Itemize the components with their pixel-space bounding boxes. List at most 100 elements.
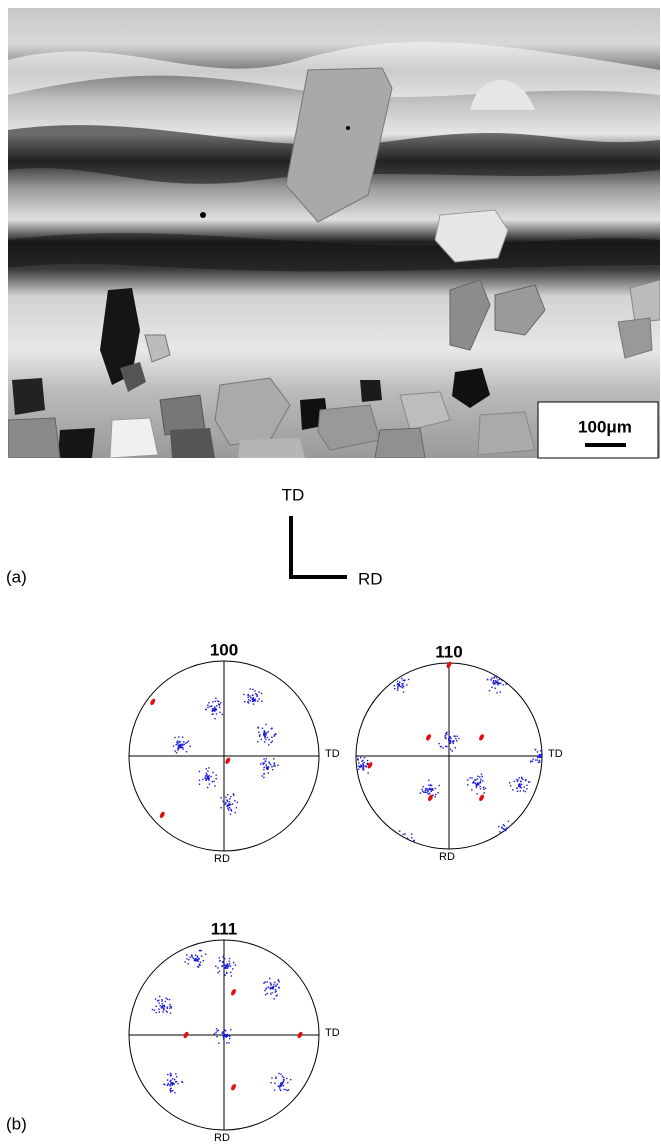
pole-dot-red [478,794,485,802]
pole-dot [477,778,478,779]
pole-dot [216,713,217,714]
pole-dot [191,956,192,957]
pole-dot [264,990,265,991]
pole-dot [219,712,220,713]
pole-dot [214,718,215,719]
pole-dot [537,759,538,760]
pole-dot [519,785,520,786]
pole-dot [506,827,507,828]
pole-dot [186,958,187,959]
pole-dot [450,736,451,737]
pole-dot [193,957,194,958]
pole-dot [229,1036,230,1037]
pole-dot [445,738,446,739]
pole-dot [248,699,249,700]
pole-dot [219,960,220,961]
pole-dot [509,782,510,783]
pole-dot [225,802,226,803]
pole-dot [212,713,213,714]
pole-dot-red [425,733,432,741]
pole-dot [263,734,264,735]
pole-dot [248,702,249,703]
pole-dot [194,959,195,960]
pole-dot [163,1009,164,1010]
pole-dot [268,762,269,763]
pole-dot [248,695,249,696]
pole-dot [169,1004,170,1005]
pole-dot [215,698,216,699]
pole-dot [452,750,453,751]
axis-td: TD [282,485,305,504]
pole-dot [523,790,524,791]
pole-dot [226,972,227,973]
pole-dot [229,963,230,964]
pole-dot [233,793,234,794]
pole-dot [189,746,190,747]
pole-dot [182,748,183,749]
pole-dot [501,680,502,681]
pole-dot [224,1035,225,1036]
pole-dot [424,791,425,792]
pole-dot [226,799,227,800]
pole-dot [243,694,244,695]
pole-dot [456,740,457,741]
pole-dot [199,950,200,951]
pole-dot [260,763,261,764]
pole-dot [177,742,178,743]
pole-dot [277,764,278,765]
pole-dot [535,759,536,760]
pole-dot [283,1089,284,1090]
pole-dot [163,1084,164,1085]
pole-dot [263,777,264,778]
pole-dot [230,814,231,815]
pole-dot [212,701,213,702]
pole-dot [361,765,362,766]
pole-dot [540,750,541,751]
pole-dot [187,742,188,743]
pole-dot [230,1029,231,1030]
pole-dot [205,709,206,710]
pole-dot [475,783,476,784]
pole-dot [508,821,509,822]
figure: 100μm TD RD (a) (b) 100TDRD110TDRD111TDR… [0,0,661,1145]
pole-dot [162,1011,163,1012]
pole-dot [224,968,225,969]
pole-dot [208,779,209,780]
pole-dot [222,714,223,715]
pole-dot [206,773,207,774]
pole-dot [191,955,192,956]
pole-dot [205,778,206,779]
pole-dot [185,743,186,744]
pole-dot [497,684,498,685]
pole-dot [227,967,228,968]
pole-dot [278,1086,279,1087]
pole-dot [181,746,182,747]
pole-dot [270,764,271,765]
pole-dot [510,785,511,786]
pole-dot [532,761,533,762]
pole-dot [231,975,232,976]
pole-dot [477,784,478,785]
pole-dot [219,971,220,972]
pole-dot [208,767,209,768]
pole-dot [271,1077,272,1078]
pole-dot [201,955,202,956]
pole-dot [236,807,237,808]
pole-dot [420,792,421,793]
pole-figures: 100TDRD110TDRD111TDRD [129,640,563,1143]
pole-dot [516,788,517,789]
pole-dot [216,778,217,779]
pole-dot [512,823,513,824]
pole-dot [538,755,539,756]
pole-dot [254,690,255,691]
pole-dot [227,801,228,802]
pole-dot [152,1009,153,1010]
pole-dot [252,700,253,701]
pole-dot [230,796,231,797]
pole-dot [499,683,500,684]
pole-dot [158,1000,159,1001]
pole-dot [205,775,206,776]
pole-dot [161,1000,162,1001]
pole-dot [212,772,213,773]
pole-dot [160,1005,161,1006]
